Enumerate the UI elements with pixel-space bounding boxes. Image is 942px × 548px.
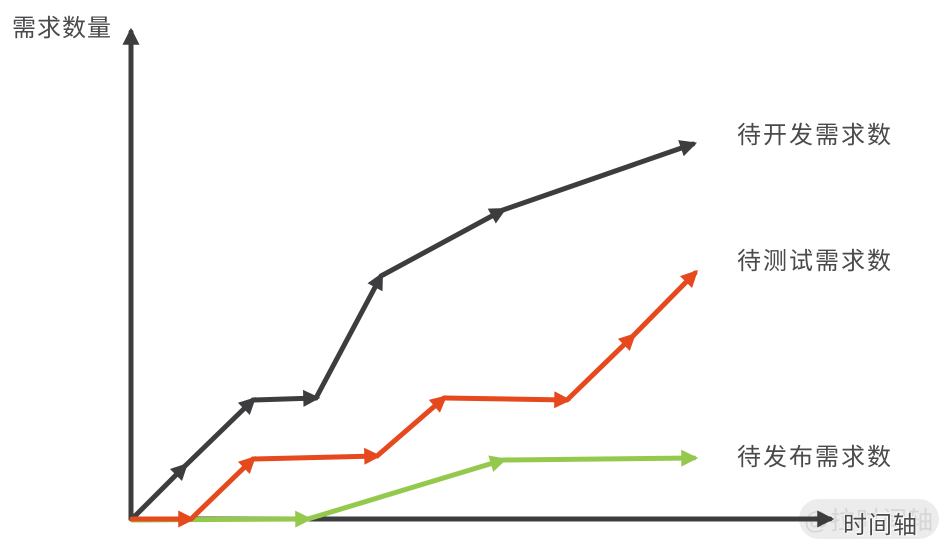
x-axis-label: 时间轴 (843, 512, 918, 539)
y-axis-label: 需求数量 (12, 15, 112, 42)
series-label-to-release: 待发布需求数 (737, 444, 893, 471)
series-label-to-develop: 待开发需求数 (737, 122, 893, 149)
series-label-to-test: 待测试需求数 (737, 248, 893, 275)
